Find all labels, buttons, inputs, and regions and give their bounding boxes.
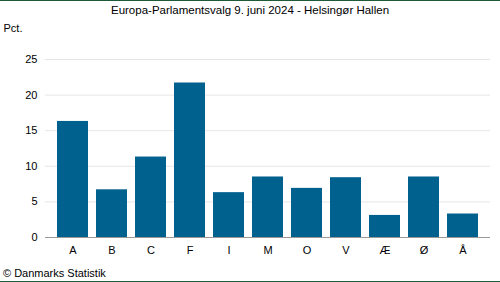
svg-text:20: 20 bbox=[25, 89, 37, 101]
svg-text:Ø: Ø bbox=[420, 244, 429, 256]
svg-text:I: I bbox=[227, 244, 230, 256]
svg-text:B: B bbox=[108, 244, 115, 256]
svg-text:F: F bbox=[187, 244, 194, 256]
html-text:Europa-Parlamentsvalg 9. juni: Europa-Parlamentsvalg 9. juni 2024 - Hel… bbox=[111, 4, 389, 16]
svg-text:10: 10 bbox=[25, 160, 37, 172]
svg-text:A: A bbox=[69, 244, 77, 256]
svg-text:15: 15 bbox=[25, 124, 37, 136]
html-text:© Danmarks Statistik: © Danmarks Statistik bbox=[3, 267, 106, 279]
svg-text:C: C bbox=[147, 244, 155, 256]
svg-text:O: O bbox=[303, 244, 312, 256]
svg-text:25: 25 bbox=[25, 53, 37, 65]
svg-text:M: M bbox=[263, 244, 272, 256]
svg-text:5: 5 bbox=[31, 195, 37, 207]
svg-text:Å: Å bbox=[459, 244, 467, 256]
svg-text:V: V bbox=[342, 244, 350, 256]
svg-text:Æ: Æ bbox=[380, 244, 391, 256]
svg-text:0: 0 bbox=[31, 231, 37, 243]
svg-text:Pct.: Pct. bbox=[4, 22, 23, 34]
